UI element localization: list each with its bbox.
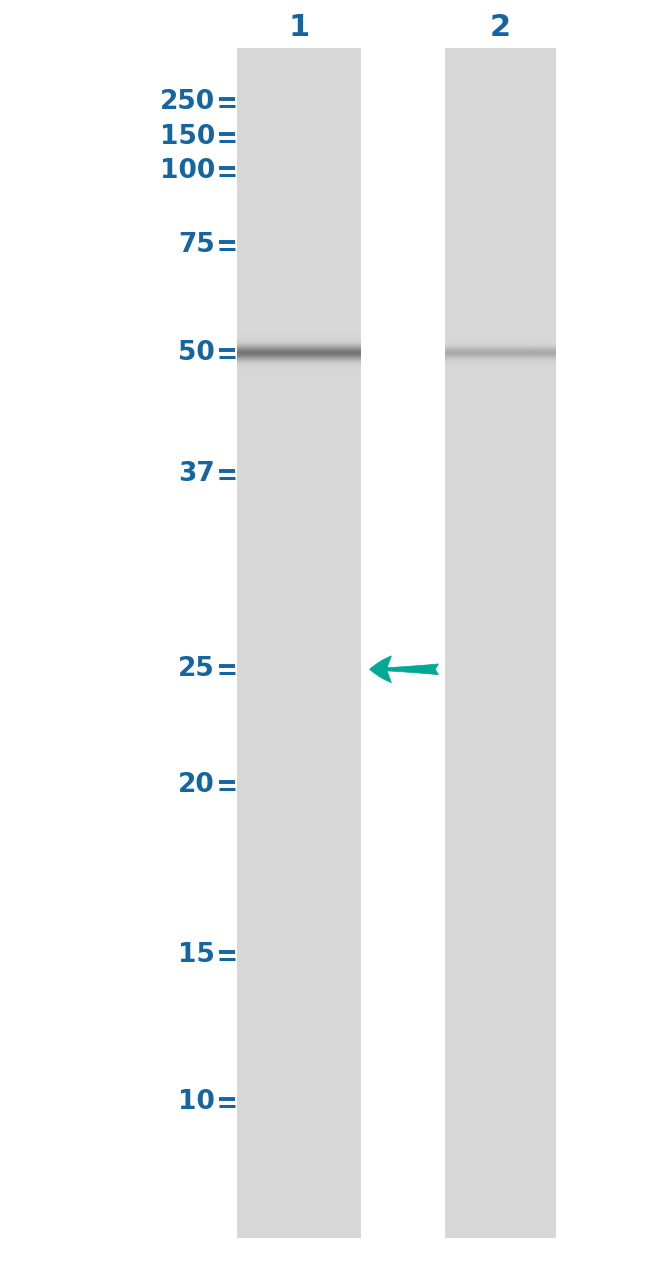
Text: 2: 2 — [490, 14, 511, 42]
Text: 1: 1 — [289, 14, 309, 42]
Text: 20: 20 — [178, 772, 215, 798]
Text: 50: 50 — [178, 340, 215, 366]
Text: 150: 150 — [160, 124, 215, 150]
Text: 75: 75 — [178, 232, 215, 258]
Text: 100: 100 — [160, 159, 215, 184]
Text: 15: 15 — [178, 942, 215, 968]
Bar — [445, 48, 556, 1238]
Text: 25: 25 — [178, 657, 215, 682]
Text: 10: 10 — [178, 1090, 215, 1115]
Bar — [237, 48, 361, 1238]
Text: 250: 250 — [160, 89, 215, 114]
Text: 37: 37 — [178, 461, 215, 486]
